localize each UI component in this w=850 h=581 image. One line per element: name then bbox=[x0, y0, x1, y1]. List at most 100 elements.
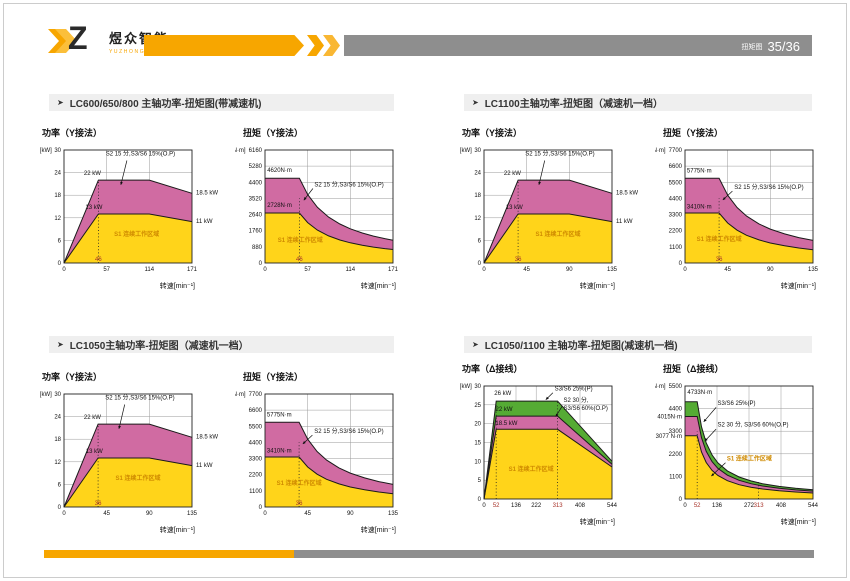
chart-canvas: 0 6 12 18 24 30 0 45 90 135 [kW] 36 22 kW 13 kW S2 15 … bbox=[460, 148, 639, 273]
annotation-label: S1 连续工作区域 bbox=[115, 474, 160, 482]
axis-ticks: 0 1100 2200 3300 4400 5500 0 52 136 272 313 408 544 bbox=[669, 384, 819, 509]
plot-frame bbox=[483, 149, 613, 264]
svg-text:45: 45 bbox=[103, 511, 110, 517]
header-chevron-icon bbox=[307, 35, 324, 56]
chart-title: 功率（Y接法） bbox=[42, 372, 103, 382]
svg-text:4400: 4400 bbox=[249, 180, 263, 186]
svg-text:135: 135 bbox=[388, 511, 399, 517]
chart-title: 扭矩（Δ接线） bbox=[663, 364, 724, 374]
svg-text:7700: 7700 bbox=[249, 392, 263, 398]
svg-text:7700: 7700 bbox=[669, 148, 683, 154]
bullet-arrow-icon: ➤ bbox=[57, 340, 64, 349]
plot-frame bbox=[63, 149, 193, 264]
svg-text:171: 171 bbox=[388, 267, 399, 273]
annotation-label: S2 15 分,S3/S6 15%(O.P) bbox=[105, 393, 174, 401]
annotation-label: S1 连续工作区域 bbox=[509, 465, 554, 473]
annotation-arrow bbox=[703, 407, 717, 422]
plot-frame bbox=[483, 385, 613, 500]
svg-text:0: 0 bbox=[58, 505, 62, 511]
region-s1 bbox=[265, 213, 393, 263]
svg-text:272: 272 bbox=[744, 503, 755, 509]
plot-frame bbox=[684, 385, 814, 500]
annotation-label: S1 连续工作区域 bbox=[277, 479, 322, 487]
chart-title: 扭矩（Y接法） bbox=[663, 128, 724, 138]
annotation-arrow bbox=[538, 160, 546, 186]
annotation-label: 11 kW bbox=[196, 463, 213, 469]
svg-text:171: 171 bbox=[187, 267, 198, 273]
svg-text:0: 0 bbox=[478, 261, 482, 267]
annotation-label: 22 kW bbox=[495, 407, 512, 413]
svg-text:136: 136 bbox=[511, 503, 522, 509]
y-unit-label: [N·m] bbox=[235, 392, 246, 398]
section-title-lc600-650-800: ➤ LC600/650/800 主轴功率-扭矩图(带减速机) bbox=[49, 94, 394, 111]
annotation-label: 22 kW bbox=[84, 415, 101, 421]
annotation-label: 26 kW bbox=[494, 391, 511, 397]
curve-s1 bbox=[63, 213, 193, 264]
svg-text:18: 18 bbox=[54, 193, 61, 199]
annotation-arrow bbox=[704, 428, 717, 442]
svg-text:45: 45 bbox=[523, 267, 530, 273]
svg-text:6: 6 bbox=[58, 482, 62, 488]
section-title-text: LC1050/1100 主轴功率-扭矩图(减速机一档) bbox=[484, 341, 678, 352]
x-axis-label: 转速[min⁻¹] bbox=[780, 519, 816, 526]
svg-text:4400: 4400 bbox=[669, 407, 683, 413]
power-chart-lc1050-1100: 功率（Δ接线） 0 5 10 15 20 25 30 0 52 136 222 313 408 544 [kW… bbox=[454, 362, 649, 527]
annotation-arrow bbox=[120, 160, 128, 186]
charts-row-3: 功率（Y接法） 0 6 12 18 24 30 0 45 90 135 [kW] 36 22 kW 13 k… bbox=[34, 370, 430, 535]
svg-text:4400: 4400 bbox=[249, 440, 263, 446]
annotation-label: 4620N·m bbox=[267, 168, 292, 174]
svg-text:90: 90 bbox=[566, 267, 573, 273]
annotation-arrow bbox=[302, 434, 313, 445]
annotation-arrow bbox=[118, 404, 126, 430]
chart-title: 扭矩（Y接法） bbox=[243, 128, 304, 138]
section-title-lc1050-1100: ➤ LC1050/1100 主轴功率-扭矩图(减速机一档) bbox=[464, 336, 812, 353]
curve-s1 bbox=[685, 212, 814, 251]
annotation-label: 18.5 kW bbox=[616, 190, 638, 196]
torque-chart-lc600: 扭矩（Y接法） 0 880 1760 2640 3520 4400 5280 6160 0 57 11… bbox=[231, 126, 430, 291]
charts-row-2: 功率（Y接法） 0 6 12 18 24 30 0 45 90 135 [kW] 36 22 kW 13 k… bbox=[454, 126, 850, 291]
svg-text:1100: 1100 bbox=[669, 245, 683, 251]
curve-s1 bbox=[265, 456, 394, 495]
svg-text:2640: 2640 bbox=[249, 213, 263, 219]
svg-text:52: 52 bbox=[694, 503, 701, 509]
chart-canvas: 0 880 1760 2640 3520 4400 5280 6160 0 57 114 171 [N·… bbox=[231, 148, 399, 273]
svg-text:6: 6 bbox=[478, 238, 482, 244]
svg-text:20: 20 bbox=[474, 422, 481, 428]
header-gray-bar: 扭矩图 35/36 bbox=[344, 35, 812, 56]
axis-ticks: 0 6 12 18 24 30 0 45 90 135 bbox=[474, 148, 617, 273]
logo-chevron-icon bbox=[55, 29, 77, 53]
annotation-label: 18.5 kW bbox=[495, 421, 517, 427]
svg-text:1760: 1760 bbox=[249, 229, 263, 235]
svg-text:15: 15 bbox=[474, 441, 481, 447]
curve-s2 bbox=[63, 423, 193, 508]
page-number: 35/36 bbox=[767, 39, 800, 54]
y-unit-label: [kW] bbox=[460, 148, 472, 154]
axis-ticks: 0 6 12 18 24 30 0 57 114 171 bbox=[54, 148, 197, 273]
torque-chart-lc1050: 扭矩（Y接法） 0 1100 2200 3300 4400 5500 6600 7700 0 45 9… bbox=[231, 370, 430, 535]
axis-ticks: 0 1100 2200 3300 4400 5500 6600 7700 0 45 90 135 bbox=[669, 148, 819, 273]
svg-text:544: 544 bbox=[607, 503, 618, 509]
x-axis-label: 转速[min⁻¹] bbox=[579, 519, 615, 526]
annotation-arrow bbox=[711, 462, 726, 477]
svg-text:0: 0 bbox=[259, 261, 263, 267]
svg-text:6160: 6160 bbox=[249, 148, 263, 154]
annotation-label: S3/S6 25%(P) bbox=[555, 387, 593, 393]
bullet-arrow-icon: ➤ bbox=[472, 98, 479, 107]
svg-text:2200: 2200 bbox=[249, 473, 263, 479]
curve-s2 bbox=[685, 177, 814, 241]
svg-text:135: 135 bbox=[607, 267, 618, 273]
plot-frame bbox=[63, 393, 193, 508]
catalog-page: Z 煜众智能 YUZHONG SMART 扭矩图 35/36 ➤ LC600/6… bbox=[3, 3, 847, 578]
annotation-label: S1 连续工作区域 bbox=[727, 454, 772, 462]
annotation-label: S3/S6 60%(O.P) bbox=[564, 406, 608, 412]
region-s1 bbox=[265, 457, 393, 507]
logo-icon: Z bbox=[48, 20, 104, 59]
bullet-arrow-icon: ➤ bbox=[472, 340, 479, 349]
svg-text:5: 5 bbox=[478, 478, 482, 484]
svg-text:45: 45 bbox=[304, 511, 311, 517]
region-s1 bbox=[64, 458, 192, 507]
svg-text:2200: 2200 bbox=[669, 229, 683, 235]
svg-text:6: 6 bbox=[58, 238, 62, 244]
annotation-label: 18.5 kW bbox=[196, 190, 218, 196]
